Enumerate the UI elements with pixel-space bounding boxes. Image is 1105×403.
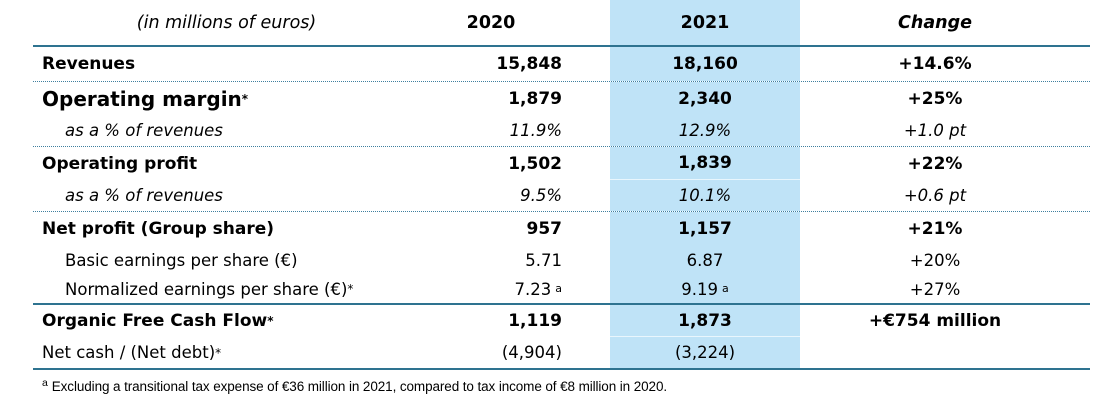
footnote: a Excluding a transitional tax expense of… bbox=[42, 376, 1105, 394]
value-change: +1.0 pt bbox=[903, 121, 967, 140]
spacer bbox=[1070, 180, 1090, 211]
spacer bbox=[562, 147, 610, 180]
row-operating-profit: Operating profit 1,502 1,839 +22% bbox=[33, 147, 1090, 180]
footnote-text: Excluding a transitional tax expense of … bbox=[51, 379, 668, 394]
row-label: Net profit (Group share) bbox=[33, 212, 420, 245]
value-2020: 9.5% bbox=[520, 186, 562, 205]
value-change: +22% bbox=[907, 153, 963, 174]
spacer bbox=[562, 47, 610, 81]
row-revenues: Revenues 15,848 18,160 +14.6% bbox=[33, 47, 1090, 82]
value-2021: 18,160 bbox=[610, 47, 800, 81]
value-2021: 1,839 bbox=[610, 147, 800, 180]
value-2020: 1,119 bbox=[508, 311, 562, 331]
row-label: Revenues bbox=[33, 47, 420, 81]
spacer bbox=[1070, 245, 1090, 275]
value-text: 9.19 bbox=[681, 279, 718, 299]
spacer bbox=[1070, 82, 1090, 115]
spacer bbox=[562, 305, 610, 337]
value-2021: 10.1% bbox=[610, 180, 800, 211]
row-label: Operating margin * bbox=[42, 86, 249, 111]
spacer bbox=[562, 180, 610, 211]
value-2021: 2,340 bbox=[610, 82, 800, 115]
row-label-text: Operating profit bbox=[42, 153, 198, 174]
row-label-text: as a % of revenues bbox=[65, 186, 223, 205]
row-profit-pct-of-revenues: as a % of revenues 9.5% 10.1% +0.6 pt bbox=[33, 180, 1090, 212]
spacer bbox=[1070, 115, 1090, 146]
value-2020: 1,879 bbox=[508, 88, 562, 109]
row-organic-free-cash-flow: Organic Free Cash Flow * 1,119 1,873 +€75… bbox=[33, 305, 1090, 337]
row-label-text: Organic Free Cash Flow bbox=[42, 311, 268, 331]
header-change: Change bbox=[898, 12, 972, 33]
value-2020: 1,502 bbox=[508, 153, 562, 174]
footnote-a-marker: a bbox=[42, 376, 48, 389]
row-label-text: Basic earnings per share (€) bbox=[65, 250, 298, 270]
value-change bbox=[800, 337, 1070, 368]
row-label-text: Operating margin bbox=[42, 86, 242, 111]
row-net-profit: Net profit (Group share) 957 1,157 +21% bbox=[33, 212, 1090, 245]
value-change: +21% bbox=[907, 218, 963, 239]
row-label: Normalized earnings per share (€) * bbox=[65, 279, 354, 299]
row-label: Basic earnings per share (€) bbox=[33, 245, 420, 275]
value-change: +€754 million bbox=[868, 311, 1002, 331]
spacer bbox=[1070, 147, 1090, 180]
row-label-text: as a % of revenues bbox=[65, 121, 223, 140]
spacer bbox=[562, 115, 610, 146]
value-2021: (3,224) bbox=[610, 337, 800, 368]
value-2020: 957 bbox=[526, 218, 563, 239]
value-2021: 9.19 a bbox=[610, 275, 800, 303]
value-change: +25% bbox=[907, 88, 963, 109]
spacer bbox=[562, 337, 610, 368]
spacer bbox=[1070, 275, 1090, 303]
value-2020: 7.23 a bbox=[514, 279, 563, 299]
spacer bbox=[1070, 0, 1090, 45]
row-label: Organic Free Cash Flow * bbox=[42, 311, 274, 331]
value-2021: 6.87 bbox=[610, 245, 800, 275]
row-margin-pct-of-revenues: as a % of revenues 11.9% 12.9% +1.0 pt bbox=[33, 115, 1090, 147]
row-label-text: Revenues bbox=[42, 54, 136, 74]
row-label: Net cash / (Net debt) * bbox=[42, 343, 222, 362]
value-change: +0.6 pt bbox=[903, 186, 967, 205]
header-2021: 2021 bbox=[610, 0, 800, 45]
value-2020: 11.9% bbox=[509, 121, 562, 140]
value-2021: 12.9% bbox=[610, 115, 800, 146]
row-normalized-eps: Normalized earnings per share (€) * 7.23 a… bbox=[33, 275, 1090, 305]
row-operating-margin: Operating margin * 1,879 2,340 +25% bbox=[33, 82, 1090, 115]
value-text: 7.23 bbox=[514, 279, 552, 299]
value-2020: 5.71 bbox=[525, 250, 562, 270]
table-header-row: (in millions of euros) 2020 2021 Change bbox=[33, 0, 1090, 47]
row-label-text: Normalized earnings per share (€) bbox=[65, 279, 348, 299]
spacer bbox=[562, 275, 610, 303]
spacer bbox=[1070, 212, 1090, 245]
spacer bbox=[562, 245, 610, 275]
value-change: +27% bbox=[909, 279, 961, 299]
spacer bbox=[1070, 337, 1090, 368]
value-2021: 1,157 bbox=[610, 212, 800, 245]
row-label-text: Net profit (Group share) bbox=[42, 218, 275, 239]
spacer bbox=[1070, 47, 1090, 81]
value-2020: 15,848 bbox=[496, 54, 562, 74]
value-2021: 1,873 bbox=[610, 305, 800, 337]
financial-results-table: (in millions of euros) 2020 2021 Change … bbox=[33, 0, 1090, 370]
row-label: as a % of revenues bbox=[33, 180, 420, 211]
value-change: +14.6% bbox=[898, 54, 972, 74]
spacer bbox=[562, 82, 610, 115]
row-label-text: Net cash / (Net debt) bbox=[42, 343, 216, 362]
spacer bbox=[1070, 305, 1090, 337]
header-2020: 2020 bbox=[466, 12, 516, 33]
row-basic-eps: Basic earnings per share (€) 5.71 6.87 +… bbox=[33, 245, 1090, 275]
value-change: +20% bbox=[909, 250, 961, 270]
value-2020: (4,904) bbox=[501, 343, 562, 362]
row-net-cash-net-debt: Net cash / (Net debt) * (4,904) (3,224) bbox=[33, 337, 1090, 370]
row-label: as a % of revenues bbox=[33, 115, 420, 146]
spacer bbox=[562, 212, 610, 245]
row-label: Operating profit bbox=[33, 147, 420, 180]
header-units-label: (in millions of euros) bbox=[136, 12, 317, 33]
spacer bbox=[562, 0, 610, 45]
